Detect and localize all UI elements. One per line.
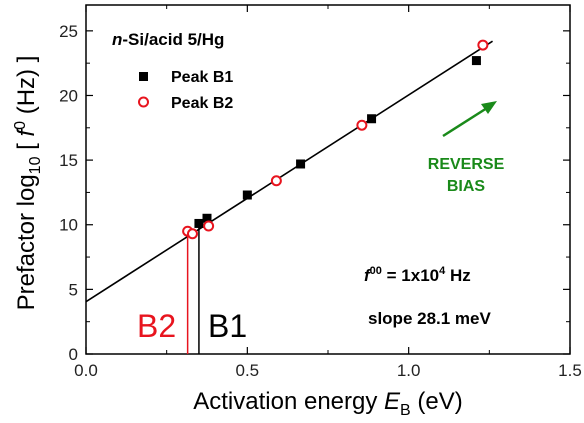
y-axis-title: Prefactor log10 [ f0 (Hz) ] — [12, 56, 44, 311]
point-peak-b2 — [186, 228, 198, 240]
point-peak-b1 — [242, 190, 252, 200]
legend-marker-peak-b1 — [139, 72, 148, 81]
legend-label-peak-b2: Peak B2 — [171, 95, 233, 112]
legend-label-peak-b1: Peak B1 — [171, 69, 233, 86]
marker-label-b2: B2 — [137, 308, 176, 344]
legend: Peak B1 Peak B2 — [138, 69, 233, 112]
point-peak-b2 — [477, 39, 489, 51]
point-peak-b1 — [194, 218, 204, 228]
x-tick-label: 0.0 — [74, 361, 98, 380]
y-tick-label: 5 — [69, 280, 78, 299]
reverse-bias-line-2: BIAS — [447, 178, 486, 195]
x-axis-title: Activation energy EB (eV) — [193, 388, 462, 419]
x-tick-label: 0.5 — [236, 361, 260, 380]
y-tick-label: 20 — [59, 86, 78, 105]
legend-marker-peak-b2 — [138, 96, 149, 108]
reverse-bias-arrow-head — [481, 101, 497, 114]
marker-label-b1: B1 — [208, 308, 247, 344]
plot-frame — [85, 4, 571, 355]
y-tick-label: 10 — [59, 216, 78, 235]
x-tick-label: 1.0 — [397, 361, 421, 380]
point-peak-b2 — [270, 175, 282, 187]
fit-line-group — [85, 40, 493, 303]
data-points — [182, 39, 489, 240]
point-peak-b2 — [356, 119, 368, 131]
y-tick-label: 0 — [69, 345, 78, 364]
reverse-bias-annotation: REVERSE BIAS — [428, 101, 505, 195]
vertical-marker-lines — [186, 223, 200, 354]
slope-annotation: slope 28.1 meV — [368, 309, 492, 328]
sample-label: n-Si/acid 5/Hg — [112, 30, 224, 49]
point-peak-b1 — [296, 159, 306, 169]
fit-line — [85, 40, 493, 303]
y-tick-label: 25 — [59, 22, 78, 41]
point-peak-b1 — [202, 213, 212, 223]
point-peak-b1 — [367, 114, 377, 124]
point-peak-b2 — [203, 220, 215, 232]
y-tick-label: 15 — [59, 151, 78, 170]
f00-annotation: f00 = 1x104 Hz — [364, 265, 471, 285]
point-peak-b1 — [471, 56, 481, 66]
axis-ticks: 0.0 0.5 1.0 1.5 0 5 10 15 20 25 — [59, 5, 582, 380]
reverse-bias-line-1: REVERSE — [428, 156, 505, 173]
reverse-bias-arrow-shaft — [442, 106, 488, 138]
x-tick-label: 1.5 — [558, 361, 582, 380]
